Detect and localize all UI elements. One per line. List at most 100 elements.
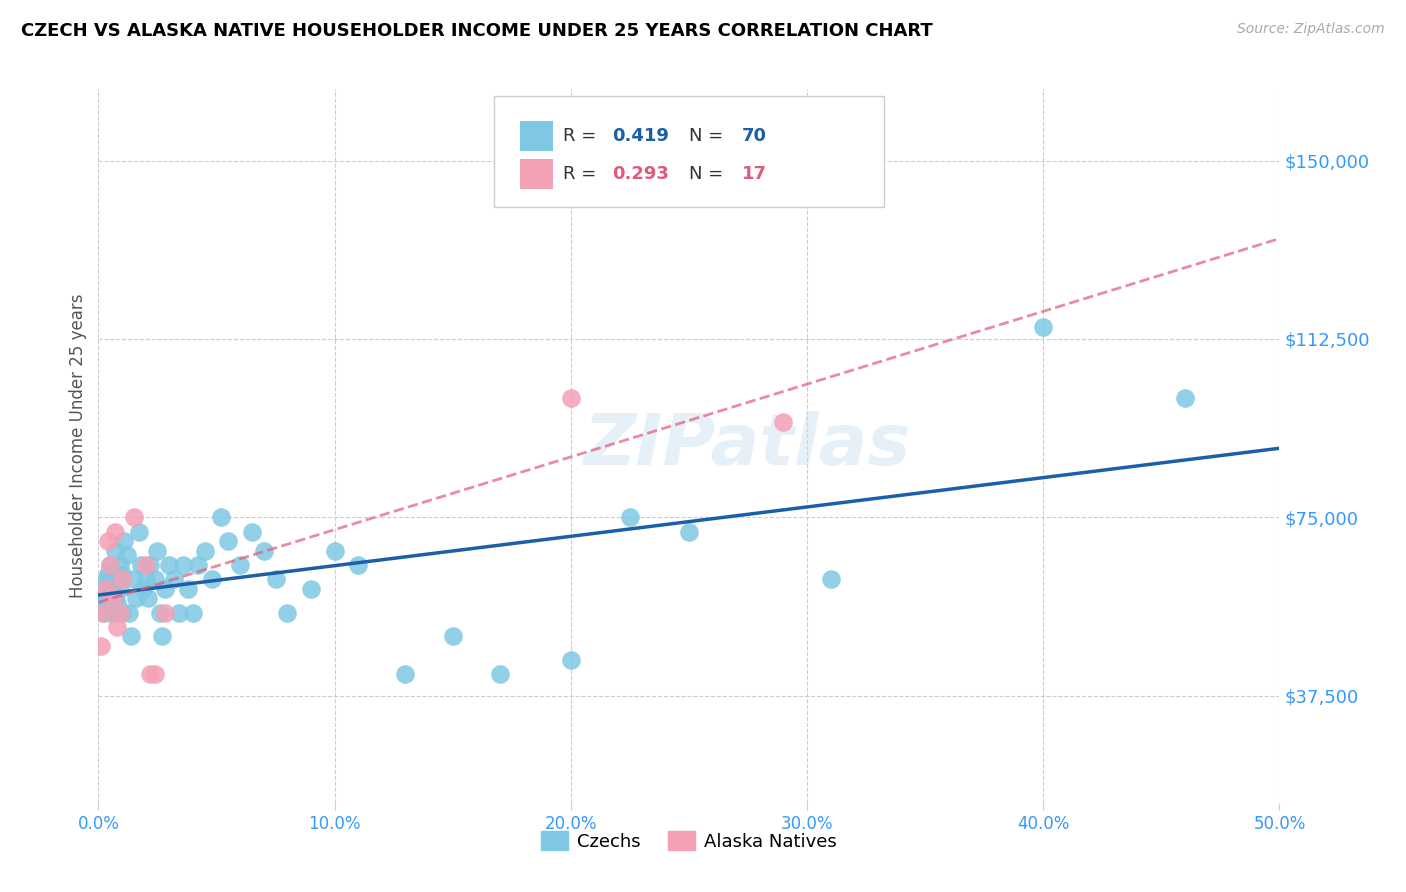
Point (619, 510, 641, 524)
Point (108, 582, 131, 596)
Point (139, 667, 162, 681)
Point (177, 582, 200, 596)
Text: 0.419: 0.419 (612, 128, 669, 145)
Point (253, 543, 276, 558)
Point (101, 591, 124, 606)
Point (163, 572, 186, 586)
Point (104, 524, 127, 539)
Point (1032, 320, 1054, 334)
Point (125, 591, 148, 606)
Point (560, 653, 582, 667)
Point (299, 582, 322, 596)
Text: CZECH VS ALASKA NATIVE HOUSEHOLDER INCOME UNDER 25 YEARS CORRELATION CHART: CZECH VS ALASKA NATIVE HOUSEHOLDER INCOM… (21, 22, 932, 40)
FancyBboxPatch shape (494, 96, 884, 207)
Point (489, 667, 512, 681)
Point (94, 572, 117, 586)
Point (136, 591, 159, 606)
Point (97, 586, 120, 600)
Point (276, 606, 298, 620)
Y-axis label: Householder Income Under 25 years: Householder Income Under 25 years (69, 293, 87, 599)
Point (121, 629, 143, 643)
Point (118, 606, 141, 620)
Point (122, 510, 145, 524)
FancyBboxPatch shape (520, 159, 553, 189)
Point (115, 549, 138, 563)
Point (194, 543, 217, 558)
Point (143, 667, 166, 681)
Point (181, 606, 204, 620)
Point (135, 572, 157, 586)
Point (98, 558, 121, 572)
FancyBboxPatch shape (520, 121, 553, 152)
Text: R =: R = (562, 165, 602, 183)
Point (264, 572, 287, 586)
Text: ZIPatlas: ZIPatlas (585, 411, 911, 481)
Text: 0.293: 0.293 (612, 165, 669, 183)
Point (394, 667, 416, 681)
Point (187, 558, 209, 572)
Point (139, 558, 162, 572)
Point (143, 572, 166, 586)
Point (98, 558, 121, 572)
Point (153, 606, 176, 620)
Legend: Czechs, Alaska Natives: Czechs, Alaska Natives (534, 824, 844, 858)
Point (129, 558, 152, 572)
Point (201, 572, 224, 586)
Point (128, 524, 150, 539)
Point (108, 558, 131, 572)
Point (94, 582, 117, 596)
Point (105, 596, 128, 610)
Point (91, 582, 114, 596)
Point (172, 558, 194, 572)
Text: N =: N = (689, 128, 728, 145)
Point (678, 524, 700, 539)
Point (98, 591, 121, 606)
Point (94, 600, 117, 615)
Point (97, 534, 120, 549)
Point (229, 558, 252, 572)
Point (90, 596, 112, 610)
Text: 70: 70 (742, 128, 768, 145)
Point (104, 591, 127, 606)
Point (153, 582, 176, 596)
Point (146, 543, 169, 558)
Text: R =: R = (562, 128, 602, 145)
Point (150, 629, 173, 643)
Point (98, 577, 121, 591)
Point (132, 582, 155, 596)
Point (108, 606, 131, 620)
Point (240, 524, 263, 539)
Point (1174, 392, 1197, 406)
Point (122, 572, 145, 586)
Point (209, 510, 232, 524)
Point (101, 600, 124, 615)
Point (98, 606, 121, 620)
Text: Source: ZipAtlas.com: Source: ZipAtlas.com (1237, 22, 1385, 37)
Point (104, 543, 127, 558)
Text: 17: 17 (742, 165, 768, 183)
Point (112, 534, 135, 549)
Point (560, 392, 582, 406)
Point (105, 620, 128, 634)
Point (820, 572, 842, 586)
Point (97, 567, 120, 582)
Point (135, 558, 157, 572)
Point (217, 534, 239, 549)
Point (441, 629, 464, 643)
Point (101, 582, 124, 596)
Point (91, 606, 114, 620)
Point (111, 567, 134, 582)
Point (149, 606, 172, 620)
Point (90, 639, 112, 653)
Point (167, 606, 190, 620)
Point (101, 572, 124, 586)
Text: N =: N = (689, 165, 728, 183)
Point (111, 572, 134, 586)
Point (91, 606, 114, 620)
Point (105, 606, 128, 620)
Point (157, 558, 180, 572)
Point (323, 543, 346, 558)
Point (111, 606, 134, 620)
Point (772, 415, 794, 429)
Point (94, 591, 117, 606)
